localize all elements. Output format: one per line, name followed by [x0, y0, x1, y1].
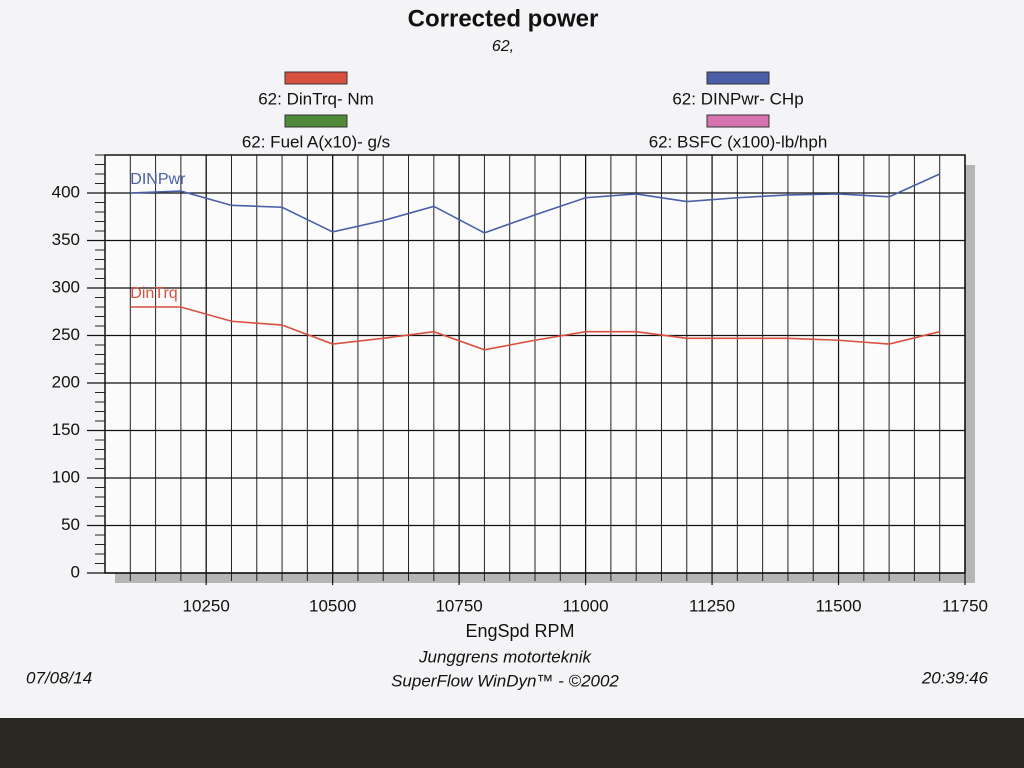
chart-title: Corrected power [408, 5, 599, 32]
series-line [130, 306, 940, 351]
x-tick-label: 11250 [689, 596, 735, 615]
x-axis-label: EngSpd RPM [465, 621, 574, 641]
series-label: DINPwr [130, 171, 186, 188]
y-tick-label: 350 [52, 230, 80, 249]
footer-company: Junggrens motorteknik [418, 647, 592, 666]
x-tick-label: 10750 [435, 596, 482, 615]
y-tick-label: 100 [52, 467, 80, 486]
legend-label: 62: Fuel A(x10)- g/s [242, 132, 390, 151]
y-tick-label: 50 [61, 515, 80, 534]
legend-swatch [284, 71, 348, 85]
series-label: DinTrq [130, 285, 177, 302]
y-tick-label: 300 [52, 277, 80, 296]
y-tick-label: 150 [52, 420, 80, 439]
legend-label: 62: DinTrq- Nm [258, 89, 374, 108]
legend-label: 62: BSFC (x100)-lb/hph [649, 132, 828, 151]
legend-swatch [284, 114, 348, 128]
series-line [130, 173, 941, 234]
x-tick-label: 11000 [563, 596, 609, 615]
chart-subtitle: 62, [492, 38, 514, 55]
legend-swatch [706, 71, 770, 85]
y-tick-label: 0 [71, 562, 80, 581]
y-tick-label: 400 [52, 182, 80, 201]
legend-swatch [706, 114, 770, 128]
y-tick-label: 250 [52, 325, 80, 344]
footer-software: SuperFlow WinDyn™ - ©2002 [391, 671, 619, 690]
x-tick-label: 10500 [309, 596, 356, 615]
footer-date: 07/08/14 [26, 668, 92, 687]
y-tick-label: 200 [52, 372, 80, 391]
footer-time: 20:39:46 [921, 668, 989, 687]
x-tick-label: 11750 [942, 596, 988, 615]
x-tick-label: 10250 [183, 596, 230, 615]
legend-label: 62: DINPwr- CHp [672, 89, 803, 108]
x-tick-label: 11500 [816, 596, 862, 615]
